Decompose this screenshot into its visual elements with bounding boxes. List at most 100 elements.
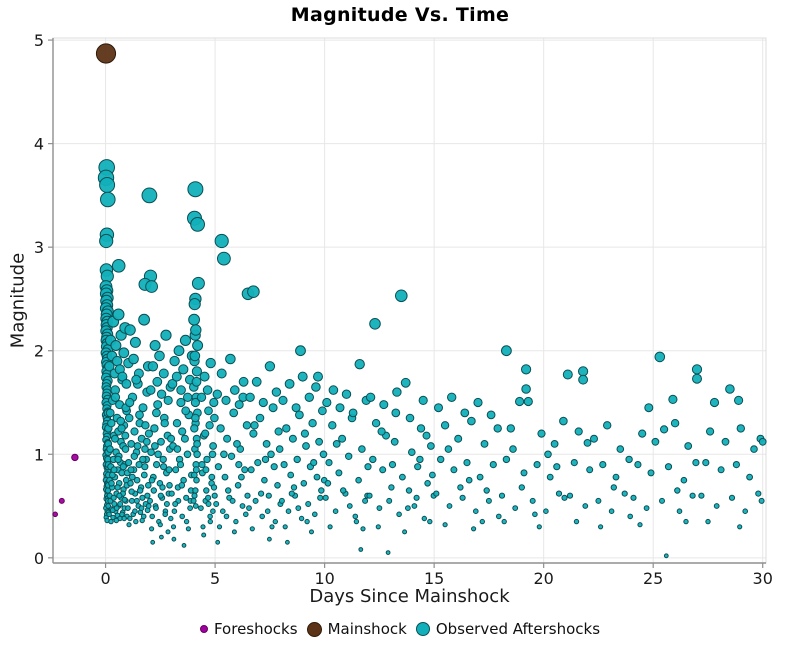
aftershock-point bbox=[480, 440, 489, 448]
aftershock-point bbox=[660, 425, 669, 434]
aftershock-point bbox=[692, 373, 702, 384]
aftershock-point bbox=[275, 445, 284, 453]
aftershock-point bbox=[150, 487, 158, 494]
aftershock-point bbox=[332, 508, 339, 515]
aftershock-point bbox=[261, 455, 270, 464]
aftershock-point bbox=[214, 463, 222, 471]
aftershock-point bbox=[144, 492, 151, 499]
aftershock-point bbox=[728, 494, 736, 501]
aftershock-point bbox=[442, 522, 448, 528]
aftershock-point bbox=[627, 513, 634, 520]
aftershock-point bbox=[684, 442, 693, 450]
aftershock-point bbox=[172, 466, 180, 474]
aftershock-point bbox=[215, 539, 221, 545]
aftershock-point bbox=[264, 508, 271, 515]
aftershock-point bbox=[251, 376, 262, 387]
aftershock-point bbox=[345, 452, 353, 460]
aftershock-point bbox=[188, 313, 201, 326]
aftershock-point bbox=[213, 501, 220, 507]
aftershock-point bbox=[473, 397, 483, 408]
aftershock-point bbox=[178, 482, 186, 489]
aftershock-point bbox=[180, 434, 189, 443]
aftershock-point bbox=[139, 494, 146, 501]
aftershock-point bbox=[145, 385, 156, 395]
aftershock-point bbox=[245, 392, 255, 402]
aftershock-point bbox=[647, 469, 655, 477]
aftershock-point bbox=[654, 351, 666, 363]
aftershock-point bbox=[408, 448, 416, 457]
aftershock-point bbox=[533, 461, 541, 469]
aftershock-point bbox=[290, 484, 298, 491]
y-tick-label: 2 bbox=[34, 342, 44, 361]
aftershock-point bbox=[520, 469, 528, 477]
aftershock-point bbox=[129, 336, 141, 348]
aftershock-point bbox=[117, 501, 124, 507]
aftershock-point bbox=[229, 497, 236, 504]
aftershock-point bbox=[493, 424, 502, 433]
aftershock-point bbox=[304, 518, 310, 525]
aftershock-point bbox=[414, 463, 422, 471]
aftershock-point bbox=[338, 434, 347, 443]
aftershock-point bbox=[139, 455, 147, 464]
aftershock-point bbox=[746, 473, 753, 481]
aftershock-point bbox=[322, 397, 332, 408]
aftershock-point bbox=[119, 463, 127, 471]
aftershock-point bbox=[255, 413, 265, 423]
aftershock-point bbox=[119, 511, 125, 518]
aftershock-point bbox=[160, 329, 172, 341]
aftershock-point bbox=[400, 377, 411, 388]
aftershock-point bbox=[147, 361, 159, 372]
aftershock-point bbox=[159, 534, 164, 540]
aftershock-point bbox=[395, 289, 408, 303]
y-axis-label: Magnitude bbox=[7, 252, 29, 349]
aftershock-point bbox=[402, 529, 408, 535]
aftershock-point bbox=[110, 494, 117, 501]
aftershock-point bbox=[152, 376, 163, 387]
aftershock-point bbox=[207, 513, 213, 520]
aftershock-point bbox=[141, 445, 149, 453]
aftershock-point bbox=[280, 461, 288, 469]
aftershock-point bbox=[610, 484, 617, 491]
aftershock-point bbox=[411, 503, 418, 509]
aftershock-point bbox=[159, 484, 166, 491]
aftershock-point bbox=[515, 396, 525, 407]
aftershock-point bbox=[465, 476, 473, 484]
aftershock-point bbox=[664, 463, 673, 471]
aftershock-point bbox=[287, 471, 295, 479]
aftershock-point bbox=[521, 364, 532, 375]
aftershock-point bbox=[127, 515, 133, 522]
aftershock-point bbox=[689, 492, 696, 499]
aftershock-point bbox=[721, 437, 730, 446]
aftershock-point bbox=[313, 371, 323, 382]
aftershock-point bbox=[220, 450, 228, 459]
aftershock-point bbox=[459, 494, 466, 501]
aftershock-point bbox=[518, 484, 525, 491]
aftershock-point bbox=[121, 515, 127, 522]
aftershock-point bbox=[319, 450, 328, 459]
aftershock-point bbox=[250, 421, 259, 430]
aftershock-point bbox=[110, 466, 118, 474]
aftershock-point bbox=[131, 374, 142, 385]
aftershock-point bbox=[318, 487, 325, 494]
aftershock-point bbox=[190, 424, 199, 433]
aftershock-point bbox=[405, 505, 411, 512]
aftershock-point bbox=[267, 536, 272, 542]
aftershock-point bbox=[183, 518, 190, 525]
aftershock-point bbox=[128, 473, 136, 481]
aftershock-point bbox=[128, 353, 139, 365]
aftershock-point bbox=[158, 368, 169, 379]
mainshock-point bbox=[95, 43, 117, 64]
aftershock-point bbox=[216, 424, 225, 433]
aftershock-point bbox=[364, 463, 372, 471]
aftershock-point bbox=[150, 424, 159, 433]
aftershock-point bbox=[457, 484, 464, 491]
aftershock-point bbox=[113, 517, 120, 524]
aftershock-point bbox=[124, 324, 136, 336]
aftershock-point bbox=[152, 408, 161, 418]
aftershock-point bbox=[153, 400, 163, 410]
aftershock-point bbox=[512, 505, 519, 512]
aftershock-point bbox=[193, 476, 200, 484]
aftershock-point bbox=[562, 369, 573, 380]
aftershock-point bbox=[150, 539, 156, 545]
aftershock-point bbox=[229, 408, 239, 418]
